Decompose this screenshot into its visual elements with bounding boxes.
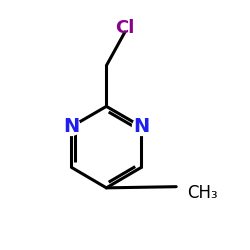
Text: Cl: Cl [115, 20, 135, 38]
Circle shape [62, 118, 80, 136]
Text: N: N [133, 117, 150, 136]
Text: N: N [63, 117, 80, 136]
Text: CH₃: CH₃ [187, 184, 217, 202]
Circle shape [132, 118, 150, 136]
